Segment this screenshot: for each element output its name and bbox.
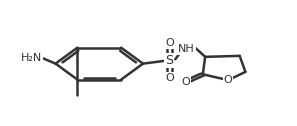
Text: S: S — [165, 54, 173, 67]
Text: O: O — [165, 73, 174, 83]
Text: O: O — [181, 77, 190, 87]
Text: H₂N: H₂N — [20, 53, 42, 63]
Text: O: O — [224, 75, 233, 85]
Text: O: O — [165, 38, 174, 48]
Text: NH: NH — [178, 44, 195, 54]
